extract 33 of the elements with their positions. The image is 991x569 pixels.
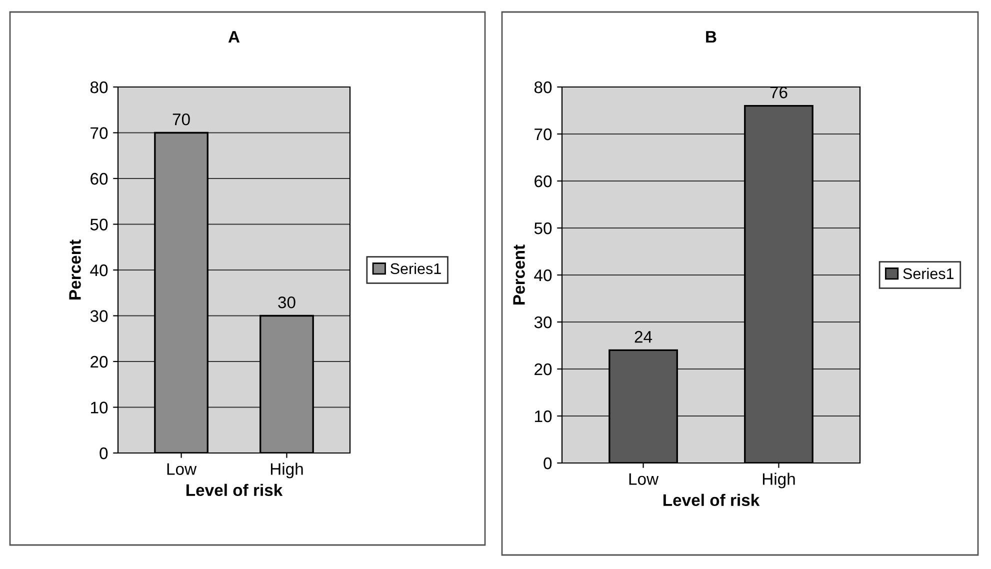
data-label: 70	[172, 113, 190, 126]
y-tick-label: 50	[534, 222, 552, 234]
y-tick-label: 30	[90, 310, 108, 322]
y-tick-label: 60	[534, 175, 552, 188]
y-axis-title: Percent	[69, 240, 81, 300]
y-tick-label: 80	[534, 81, 552, 94]
y-tick-label: 50	[90, 218, 108, 230]
y-tick-label: 30	[534, 316, 552, 328]
x-tick-label: Low	[629, 473, 659, 485]
y-tick-label: 10	[91, 402, 108, 414]
legend-label: Series1	[390, 262, 441, 274]
legend-label: Series1	[903, 268, 954, 280]
y-axis-title: Percent	[513, 244, 525, 304]
y-tick-label: 80	[90, 81, 108, 94]
x-axis-title: Level of risk	[663, 494, 760, 506]
data-label: 30	[278, 296, 296, 308]
chart-title: A	[228, 31, 240, 43]
x-axis-title: Level of risk	[186, 484, 283, 496]
y-tick-label: 40	[534, 269, 552, 282]
y-tick-label: 10	[535, 410, 552, 422]
data-label: 24	[634, 330, 652, 343]
y-tick-label: 70	[90, 127, 108, 139]
chart-title: B	[706, 31, 716, 43]
y-tick-label: 70	[534, 128, 552, 140]
y-tick-label: 0	[544, 457, 552, 470]
y-tick-label: 60	[90, 172, 108, 185]
y-tick-label: 20	[90, 356, 108, 368]
y-tick-label: 40	[90, 264, 108, 276]
y-tick-label: 20	[534, 363, 552, 376]
x-tick-label: Low	[167, 463, 197, 475]
x-tick-label: High	[270, 462, 303, 478]
y-tick-label: 0	[100, 447, 108, 460]
x-tick-label: High	[762, 472, 795, 488]
